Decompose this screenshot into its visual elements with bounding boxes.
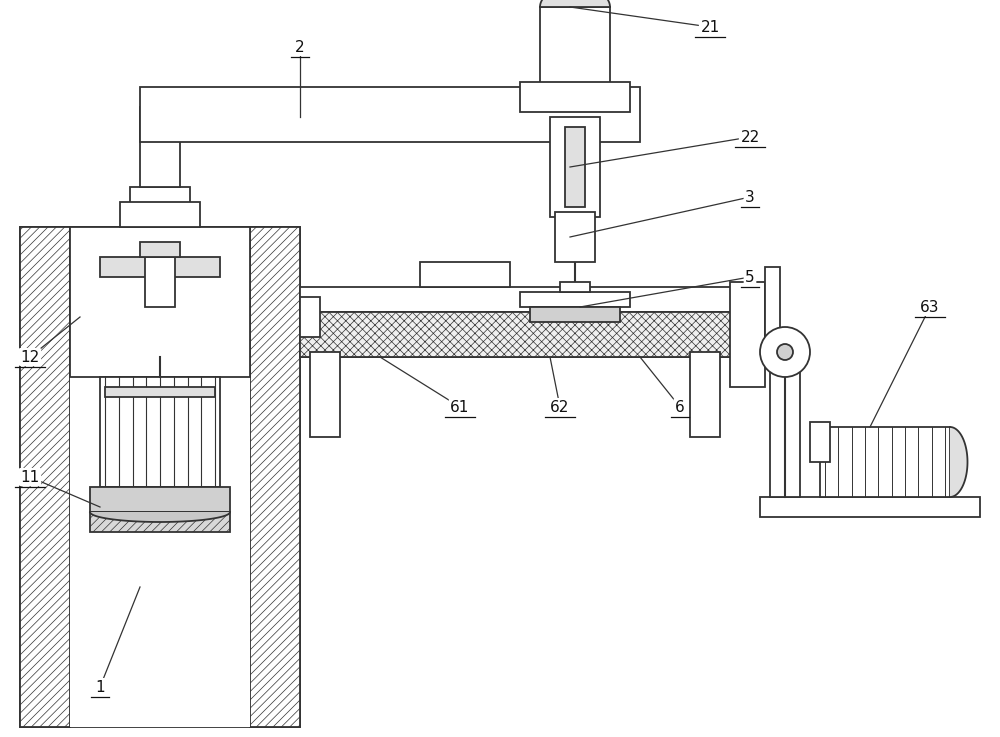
- Bar: [540, 7, 610, 87]
- Bar: [140, 242, 180, 257]
- Bar: [765, 267, 780, 367]
- Bar: [20, 227, 70, 727]
- Bar: [560, 282, 590, 292]
- Bar: [770, 367, 800, 497]
- Text: 6: 6: [675, 399, 685, 414]
- Text: 22: 22: [740, 130, 760, 144]
- Circle shape: [760, 327, 810, 377]
- Bar: [420, 262, 510, 287]
- Bar: [140, 87, 640, 142]
- Bar: [70, 227, 250, 727]
- Text: 12: 12: [20, 349, 40, 365]
- Circle shape: [777, 344, 793, 360]
- Bar: [145, 257, 175, 307]
- Bar: [530, 307, 620, 322]
- Bar: [100, 377, 220, 487]
- Text: 21: 21: [700, 19, 720, 35]
- Bar: [555, 212, 595, 262]
- Bar: [550, 117, 600, 217]
- Bar: [300, 287, 770, 312]
- Bar: [565, 127, 585, 207]
- Bar: [105, 387, 215, 397]
- Bar: [300, 297, 320, 337]
- Text: 2: 2: [295, 40, 305, 55]
- Bar: [130, 187, 190, 227]
- Bar: [810, 422, 830, 462]
- Bar: [520, 82, 630, 112]
- Bar: [520, 292, 630, 307]
- Bar: [120, 202, 200, 227]
- Bar: [730, 282, 765, 387]
- Bar: [250, 227, 300, 727]
- Text: 63: 63: [920, 299, 940, 315]
- Bar: [300, 332, 770, 357]
- Text: 61: 61: [450, 399, 470, 414]
- Bar: [310, 352, 340, 437]
- Bar: [20, 227, 300, 727]
- Bar: [70, 227, 250, 377]
- Bar: [100, 257, 220, 277]
- Text: 3: 3: [745, 189, 755, 204]
- Bar: [140, 107, 180, 187]
- Text: 62: 62: [550, 399, 570, 414]
- Text: 1: 1: [95, 680, 105, 694]
- Bar: [300, 312, 770, 357]
- Bar: [90, 512, 230, 532]
- Bar: [690, 352, 720, 437]
- Bar: [760, 497, 980, 517]
- Bar: [820, 427, 950, 497]
- Text: 11: 11: [20, 469, 40, 484]
- Text: 5: 5: [745, 270, 755, 284]
- Bar: [90, 487, 230, 512]
